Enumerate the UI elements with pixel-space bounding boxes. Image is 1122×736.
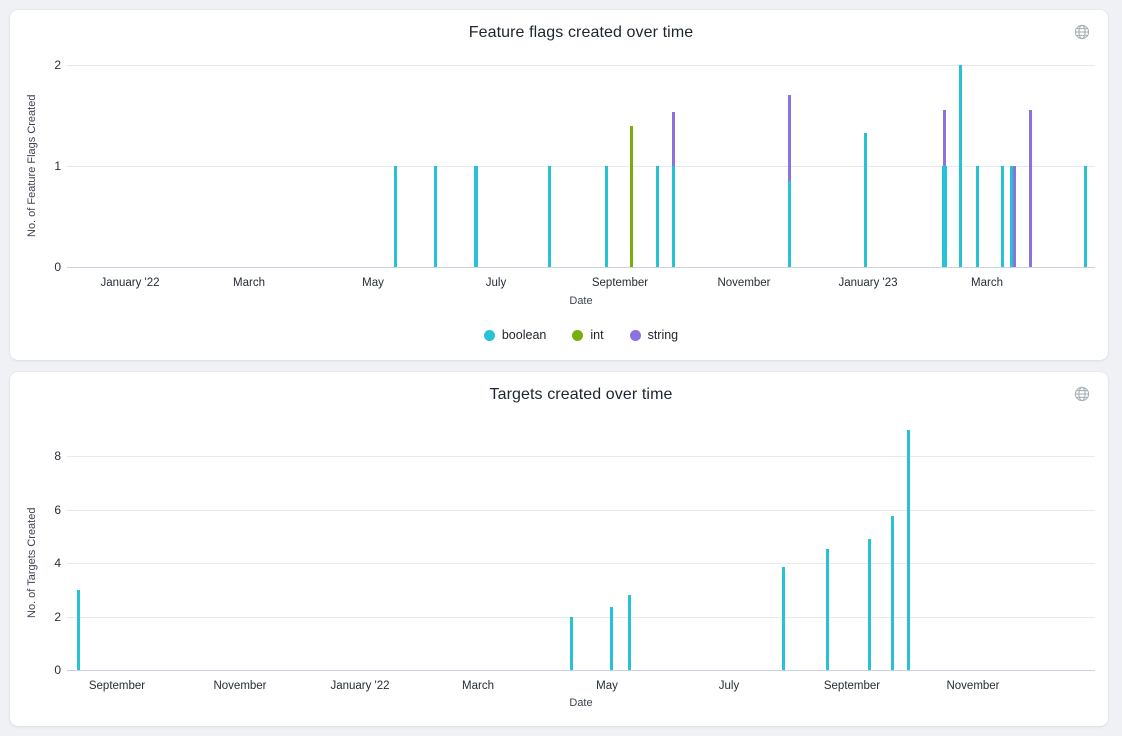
bar-targets bbox=[906, 429, 910, 670]
chart-title: Targets created over time bbox=[489, 386, 673, 403]
x-tick-label: September bbox=[88, 680, 146, 692]
x-tick-label: January '22 bbox=[100, 277, 160, 289]
x-tick-label: March bbox=[971, 277, 1003, 289]
x-tick-label: July bbox=[718, 680, 740, 692]
legend-label: boolean bbox=[501, 328, 547, 342]
bar-boolean bbox=[863, 132, 867, 267]
bar-targets bbox=[569, 616, 573, 670]
globe-icon[interactable] bbox=[1074, 386, 1090, 402]
bar-boolean bbox=[433, 166, 437, 267]
x-tick-label: July bbox=[485, 277, 507, 289]
bar-targets bbox=[825, 548, 829, 670]
gridline bbox=[67, 456, 1095, 458]
x-tick-label: September bbox=[823, 680, 881, 692]
gridline bbox=[67, 616, 1095, 618]
bar-targets bbox=[627, 595, 631, 670]
x-tick-label: November bbox=[946, 680, 1000, 692]
legend-dot bbox=[629, 329, 641, 341]
y-tick-label: 0 bbox=[54, 260, 61, 274]
legend: boolean int string bbox=[67, 326, 1095, 344]
bar-targets bbox=[609, 607, 613, 670]
x-tick-label: January '22 bbox=[330, 680, 390, 692]
bar-boolean bbox=[604, 166, 608, 267]
legend-label: string bbox=[647, 328, 679, 342]
bar-string bbox=[787, 95, 791, 182]
x-axis-label: Date bbox=[569, 295, 593, 307]
chart-title: Feature flags created over time bbox=[468, 24, 694, 41]
bar-string bbox=[671, 112, 675, 166]
x-tick-label: November bbox=[213, 680, 267, 692]
x-axis-label: Date bbox=[569, 697, 593, 709]
bar-boolean bbox=[958, 65, 962, 267]
x-tick-label: March bbox=[462, 680, 494, 692]
y-tick-label: 2 bbox=[54, 609, 61, 624]
targets-chart-card: Targets created over time No. of Targets… bbox=[10, 372, 1108, 726]
bar-string bbox=[942, 110, 946, 166]
gridline bbox=[67, 166, 1095, 167]
x-tick-label: May bbox=[362, 277, 384, 289]
bar-boolean bbox=[975, 166, 979, 267]
x-tick-label: May bbox=[596, 680, 618, 692]
y-tick-label: 4 bbox=[54, 556, 61, 571]
y-tick-label: 6 bbox=[54, 502, 61, 517]
legend-label: int bbox=[590, 328, 604, 342]
feature-flags-chart-card: Feature flags created over time No. of F… bbox=[10, 10, 1108, 360]
legend-item-boolean[interactable]: boolean bbox=[483, 328, 547, 342]
y-tick-label: 8 bbox=[54, 449, 61, 464]
gridline bbox=[67, 670, 1095, 671]
bar-boolean bbox=[671, 166, 675, 267]
bar-boolean bbox=[787, 181, 791, 267]
bar-boolean bbox=[393, 166, 397, 267]
y-tick-label: 0 bbox=[54, 663, 61, 677]
bar-boolean bbox=[1009, 166, 1013, 267]
x-tick-label: March bbox=[233, 277, 265, 289]
legend-dot bbox=[483, 329, 495, 341]
x-tick-label: November bbox=[717, 277, 771, 289]
globe-icon[interactable] bbox=[1074, 24, 1090, 40]
bar-targets bbox=[76, 589, 80, 670]
gridline bbox=[67, 509, 1095, 511]
legend-item-string[interactable]: string bbox=[629, 328, 679, 342]
bar-targets bbox=[890, 516, 894, 670]
bar-boolean bbox=[474, 166, 478, 267]
bar-string bbox=[1028, 110, 1032, 267]
bar-int bbox=[629, 125, 633, 267]
bar-boolean bbox=[941, 166, 947, 267]
gridline bbox=[67, 563, 1095, 565]
x-tick-label: January '23 bbox=[838, 277, 898, 289]
bar-string bbox=[1012, 166, 1016, 267]
bar-boolean bbox=[1000, 166, 1004, 267]
bar-boolean bbox=[655, 166, 659, 267]
gridline bbox=[67, 267, 1095, 268]
bar-boolean bbox=[547, 166, 551, 267]
plot-area: 0 2 4 6 8 September November January '22 March Ma… bbox=[10, 372, 1108, 726]
y-tick-label: 2 bbox=[54, 58, 61, 72]
legend-dot bbox=[572, 329, 584, 341]
plot-area: 0 1 2 January '22 March May July September Novem… bbox=[10, 10, 1108, 360]
bar-targets bbox=[781, 567, 785, 670]
bar-targets bbox=[867, 539, 871, 670]
gridline bbox=[67, 65, 1095, 66]
legend-item-int[interactable]: int bbox=[572, 328, 604, 342]
x-tick-label: September bbox=[591, 277, 649, 289]
bar-boolean bbox=[1083, 166, 1087, 267]
y-tick-label: 1 bbox=[54, 159, 61, 173]
